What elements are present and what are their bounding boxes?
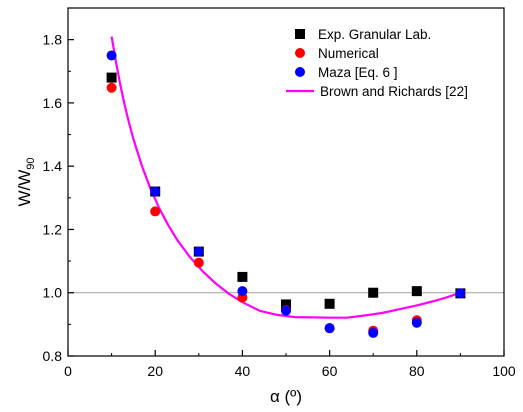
y-tick-label: 1.8 [43, 32, 63, 48]
exp-granular-point [106, 72, 117, 83]
exp-granular-point [237, 271, 248, 282]
x-tick-label: 60 [322, 363, 338, 379]
tick-labels-layer: 0 20 40 60 80 100 0.8 1.0 1.2 1.4 1.6 1.8 [43, 32, 516, 379]
maza-point [411, 317, 422, 328]
numerical-point [106, 82, 117, 93]
ticks-layer [67, 39, 505, 357]
legend-marker-maza [295, 67, 305, 77]
x-axis-title: α (º) [270, 387, 302, 406]
maza-point [106, 50, 117, 61]
points-layer [106, 50, 466, 338]
y-tick-label: 1.6 [43, 95, 63, 111]
legend-marker-exp [295, 29, 305, 39]
legend: Exp. Granular Lab. Numerical Maza [Eq. 6 ]… [286, 27, 468, 99]
maza-point [281, 305, 291, 316]
legend-marker-numerical [295, 48, 305, 58]
legend-label: Brown and Richards [22] [320, 84, 468, 99]
y-axis-title-main: W/W [15, 170, 34, 207]
legend-label: Exp. Granular Lab. [318, 27, 431, 42]
maza-point [324, 323, 335, 334]
numerical-point [150, 206, 161, 217]
x-tick-label: 20 [147, 363, 163, 379]
x-tick-label: 100 [492, 363, 516, 379]
brown-richards-curve [110, 36, 461, 319]
y-tick-label: 1.0 [43, 285, 63, 301]
numerical-point [193, 257, 204, 268]
maza-point [150, 186, 161, 197]
maza-point [237, 286, 248, 297]
curve-layer [110, 36, 461, 319]
legend-label: Numerical [318, 46, 379, 61]
exp-granular-point [411, 286, 422, 297]
y-axis-title-subscript: 90 [25, 157, 37, 169]
maza-point [368, 327, 379, 338]
y-tick-label: 1.2 [43, 221, 63, 237]
legend-label: Maza [Eq. 6 ] [318, 65, 398, 80]
exp-granular-point [324, 298, 335, 309]
y-tick-label: 0.8 [43, 348, 63, 364]
maza-point [455, 288, 466, 299]
y-tick-label: 1.4 [43, 158, 63, 174]
y-axis-title: W/W90 [15, 157, 37, 206]
exp-granular-point [281, 299, 291, 310]
maza-point [193, 246, 204, 257]
x-tick-label: 0 [64, 363, 72, 379]
x-tick-label: 80 [409, 363, 425, 379]
exp-granular-point [368, 287, 379, 298]
x-tick-label: 40 [235, 363, 251, 379]
